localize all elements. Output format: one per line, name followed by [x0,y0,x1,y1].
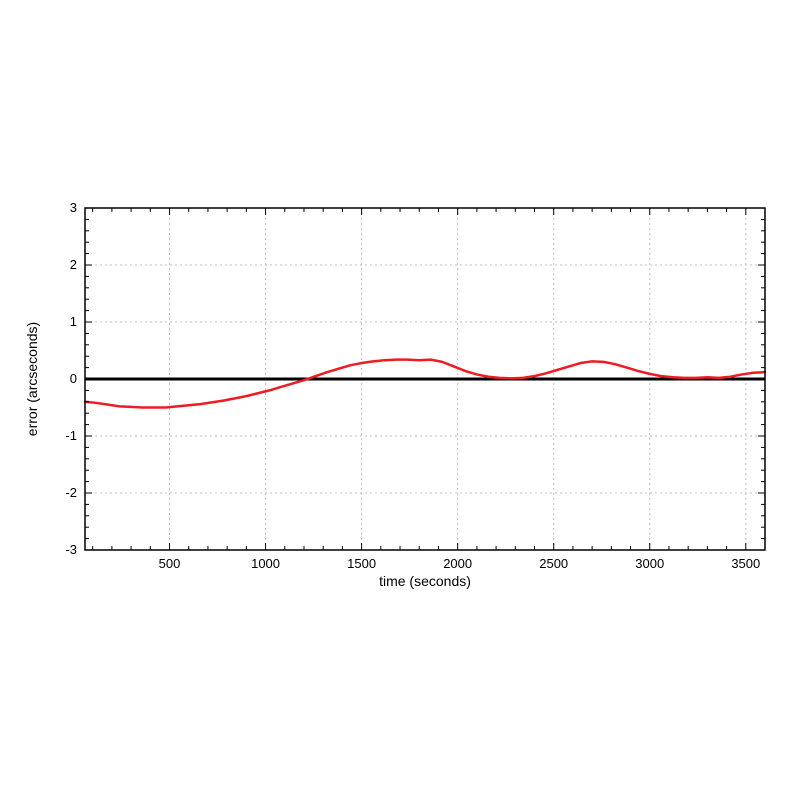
chart-container: 500 1000 1500 2000 2500 3000 3500 -3 -2 -1 0 1 2 3 tim… [0,0,800,800]
y-tick-label: 1 [70,314,77,329]
x-tick-label: 1500 [347,556,376,571]
y-axis-label: error (arcseconds) [24,322,40,436]
x-tick-label: 500 [159,556,181,571]
y-tick-label: 2 [70,257,77,272]
error-chart: 500 1000 1500 2000 2500 3000 3500 -3 -2 -1 0 1 2 3 tim… [0,0,800,800]
y-tick-label: 0 [70,371,77,386]
x-tick-label: 1000 [251,556,280,571]
y-tick-label: -2 [65,485,77,500]
x-tick-label: 2500 [539,556,568,571]
x-axis-label: time (seconds) [379,573,471,589]
x-tick-label: 3500 [731,556,760,571]
y-tick-label: -1 [65,428,77,443]
y-tick-label: -3 [65,542,77,557]
x-tick-label: 2000 [443,556,472,571]
y-tick-label: 3 [70,200,77,215]
x-tick-label: 3000 [635,556,664,571]
